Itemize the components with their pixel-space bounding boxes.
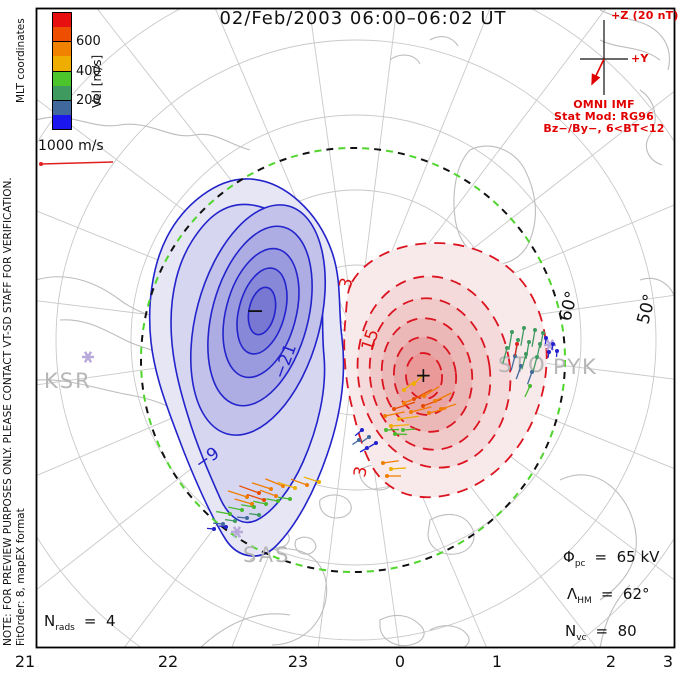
imf-y-label: +Y: [631, 52, 649, 65]
mlt-tick-21: 21: [14, 652, 36, 671]
colorbar-axis-label: Vel [m/s]: [90, 54, 104, 108]
mlt-tick-0: 0: [394, 652, 406, 671]
colorbar-segment: [53, 41, 71, 57]
stat-vector-count: Nvc = 80: [565, 622, 637, 643]
colorbar-tick-200: 200: [76, 93, 101, 108]
lat-label-50: 50°: [634, 292, 661, 326]
radar-site-markers: [82, 339, 556, 538]
stat-radar-count: Nrads = 4: [44, 612, 116, 633]
colorbar-tick-600: 600: [76, 34, 101, 49]
colorbar-segment: [53, 114, 71, 129]
contour-label-pos3-bottom: 3: [350, 465, 372, 479]
contour-plus-sign: +: [415, 363, 432, 387]
velocity-colorbar: [52, 12, 72, 130]
colorbar-segment: [53, 99, 71, 115]
imf-source-label: OMNI IMF: [573, 98, 635, 111]
station-label-ksr: KSR: [44, 369, 92, 393]
velocity-vector-layer: [206, 326, 559, 531]
imf-conditions-label: Bz−/By−, 6<BT<12: [543, 122, 665, 135]
imf-z-label: +Z (20 nT): [611, 9, 679, 22]
mlt-tick-1: 1: [491, 652, 503, 671]
fitorder-note: FitOrder: 8, mapEX format: [15, 508, 27, 646]
stat-hm-latitude: ΛHM = 62°: [567, 585, 650, 606]
station-label-sas: SAS: [243, 543, 290, 567]
mlt-coordinates-note: MLT coordinates: [15, 18, 27, 103]
lat-label-60: 60°: [556, 289, 583, 323]
mlt-tick-2: 2: [605, 652, 617, 671]
colorbar-tick-400: 400: [76, 64, 101, 79]
colorbar-segment: [53, 13, 71, 28]
hm-boundary-circle: [140, 147, 566, 573]
plot-frame: [35, 7, 676, 649]
plot-title: 02/Feb/2003 06:00–06:02 UT: [219, 8, 507, 29]
contour-minus-sign: −: [246, 299, 264, 324]
colorbar-segment: [53, 70, 71, 86]
preview-note: NOTE: FOR PREVIEW PURPOSES ONLY. PLEASE …: [2, 177, 14, 646]
mlt-tick-22: 22: [157, 652, 179, 671]
colorbar-segment: [53, 56, 71, 71]
stat-cross-polar-potential: Φpc = 65 kV: [563, 548, 660, 569]
reference-vector-graphic: [39, 161, 114, 166]
mlt-tick-23: 23: [287, 652, 309, 671]
imf-model-label: Stat Mod: RG96: [554, 110, 654, 123]
colorbar-segment: [53, 85, 71, 100]
contour-label-pos3-top: 3: [336, 276, 358, 292]
imf-vector-arrow: [591, 58, 605, 86]
colorbar-segment: [53, 27, 71, 42]
imf-dial-graphic: [580, 20, 628, 95]
mlt-tick-3: 3: [662, 652, 674, 671]
reference-vector-label: 1000 m/s: [38, 138, 104, 154]
negative-potential-cell: [148, 178, 345, 557]
station-label-pyk: PYK: [553, 355, 598, 379]
